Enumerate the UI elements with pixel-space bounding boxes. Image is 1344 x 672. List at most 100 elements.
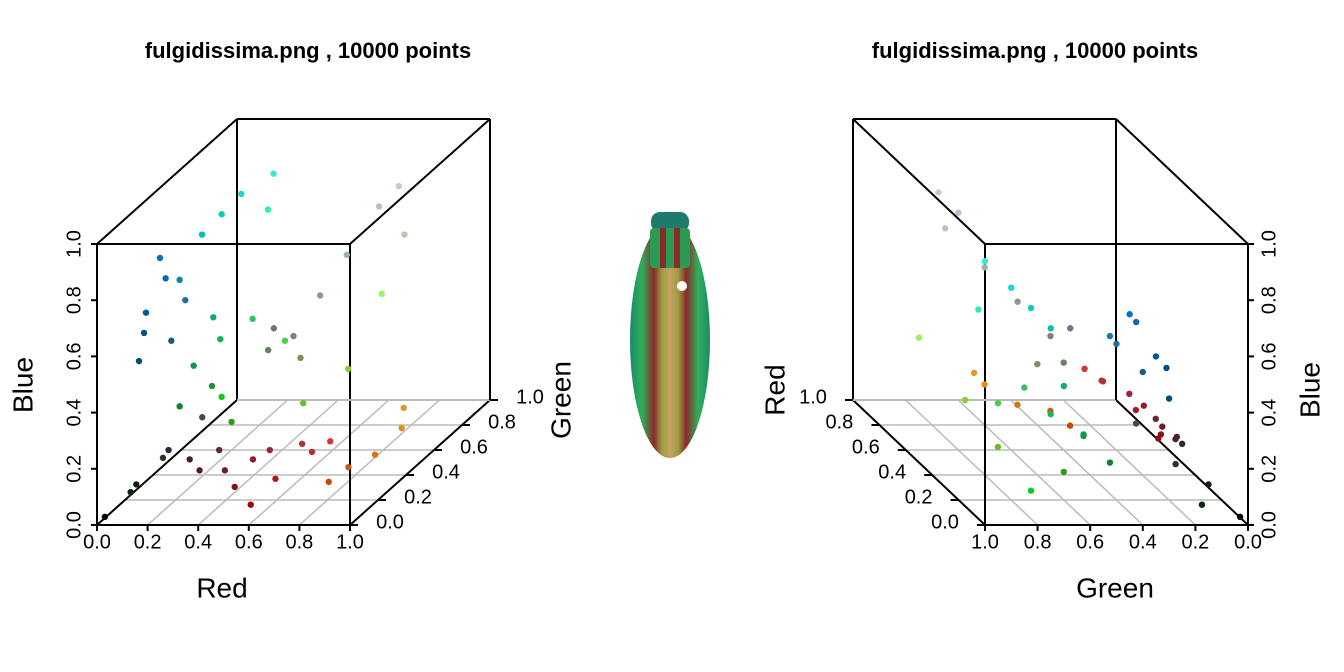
point: [1178, 440, 1186, 447]
x-tick-label: 0.0: [83, 531, 111, 553]
box-edge: [349, 399, 491, 526]
point: [1236, 513, 1244, 521]
point: [190, 362, 197, 369]
point: [1126, 390, 1133, 397]
grid-line: [147, 399, 289, 526]
z-axis-title: Blue: [7, 357, 38, 413]
z-tick-label: 0.8: [63, 286, 85, 314]
point: [941, 225, 949, 232]
point: [208, 382, 216, 390]
point: [1014, 298, 1021, 305]
grid-line: [298, 399, 440, 526]
point: [327, 438, 334, 445]
point: [270, 325, 278, 332]
point: [1106, 332, 1114, 340]
point: [1027, 487, 1035, 494]
beetle-body: [630, 222, 710, 458]
x-axis-title: Green: [1076, 572, 1154, 603]
point: [325, 478, 332, 486]
point: [210, 314, 217, 321]
x-tick-label: 0.8: [285, 531, 313, 553]
grid-line: [1062, 399, 1196, 526]
point: [343, 251, 350, 259]
x-tick-label: 1.0: [971, 531, 999, 553]
point: [298, 440, 306, 447]
box-edge: [852, 399, 986, 526]
point: [1159, 423, 1166, 430]
point: [1047, 410, 1054, 418]
point: [140, 329, 148, 337]
point: [316, 292, 324, 299]
point: [1047, 325, 1054, 332]
point: [156, 254, 164, 262]
point: [994, 443, 1002, 451]
z-tick-label: 0.8: [1258, 286, 1280, 314]
y-tick-label: 0.2: [404, 486, 432, 508]
grid-line: [905, 399, 1039, 526]
point: [981, 381, 988, 388]
point: [1027, 304, 1035, 312]
point: [915, 334, 923, 341]
point: [1165, 395, 1173, 402]
box-edge: [96, 399, 238, 526]
point: [400, 404, 407, 412]
point: [142, 309, 150, 316]
point: [135, 357, 143, 365]
box-edge: [1115, 118, 1249, 245]
point: [398, 424, 405, 432]
point: [218, 393, 225, 401]
point: [935, 189, 942, 196]
marker-dot: [677, 281, 687, 291]
point: [1133, 318, 1140, 326]
x-tick-label: 0.0: [1234, 531, 1262, 553]
panel: fulgidissima.png , 10000 points 1.0 0.8 0.6…: [759, 38, 1325, 604]
point: [297, 354, 304, 362]
point: [1140, 402, 1148, 409]
y-axis-title: Green: [545, 361, 576, 439]
x-axis-title: Red: [196, 572, 247, 603]
point: [970, 369, 978, 377]
point: [1132, 406, 1140, 414]
grid-line: [1010, 399, 1144, 526]
x-tick-label: 0.2: [134, 531, 162, 553]
point: [218, 211, 225, 218]
grid-line: [957, 399, 1091, 526]
x-tick-label: 0.6: [235, 531, 263, 553]
point: [133, 481, 140, 488]
y-tick-label: 0.0: [376, 511, 404, 533]
point: [344, 365, 352, 372]
y-axis-title: Red: [759, 364, 790, 415]
point: [249, 315, 256, 323]
point: [176, 403, 183, 410]
point: [1132, 420, 1140, 427]
y-tick-label: 0.8: [488, 411, 516, 433]
point: [1060, 468, 1068, 476]
z-tick-label: 0.6: [63, 342, 85, 370]
chart-title: fulgidissima.png , 10000 points: [872, 38, 1198, 63]
point: [1198, 501, 1206, 508]
point: [1152, 415, 1159, 422]
y-tick-label: 1.0: [516, 386, 544, 408]
z-tick-label: 1.0: [1258, 230, 1280, 258]
point: [961, 396, 969, 404]
point: [1060, 382, 1068, 390]
z-tick-label: 0.6: [1258, 342, 1280, 370]
point: [217, 335, 224, 343]
z-tick-label: 0.4: [1258, 399, 1280, 427]
point: [290, 332, 297, 340]
point: [247, 501, 254, 508]
point: [186, 456, 193, 463]
z-tick-label: 0.0: [63, 511, 85, 539]
beetle-image: [630, 212, 710, 458]
point: [981, 257, 989, 265]
grid-line: [197, 399, 339, 526]
y-tick-label: 0.8: [825, 411, 853, 433]
point: [176, 276, 183, 284]
box-edge: [1115, 399, 1249, 526]
box-edge: [852, 118, 986, 245]
point: [308, 448, 316, 456]
point: [165, 446, 172, 454]
point: [1047, 332, 1054, 340]
